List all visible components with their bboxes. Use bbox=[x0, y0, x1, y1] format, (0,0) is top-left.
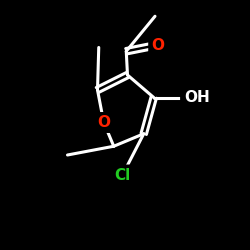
Text: O: O bbox=[151, 38, 164, 52]
Text: Cl: Cl bbox=[112, 166, 133, 184]
Text: O: O bbox=[97, 115, 110, 130]
Text: OH: OH bbox=[181, 88, 214, 107]
Text: OH: OH bbox=[184, 90, 210, 105]
Text: O: O bbox=[96, 113, 112, 132]
Text: Cl: Cl bbox=[114, 168, 130, 182]
Text: O: O bbox=[149, 36, 166, 54]
